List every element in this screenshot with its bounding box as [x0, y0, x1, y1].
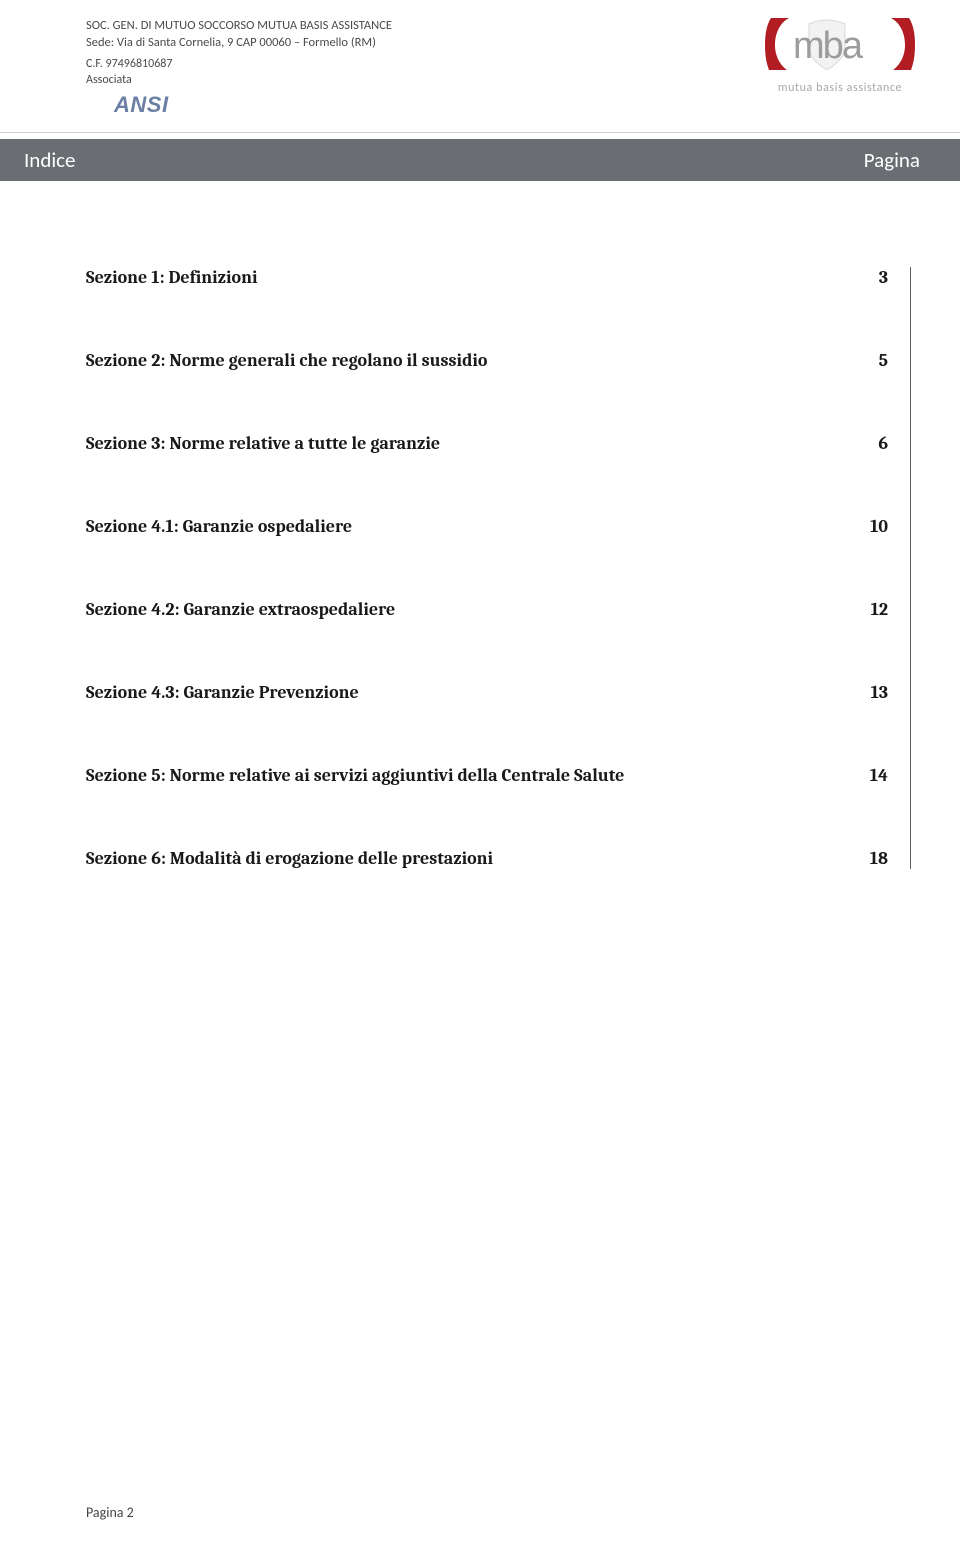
section-bar: Indice Pagina: [0, 139, 960, 181]
toc-row: Sezione 4.2: Garanzie extraospedaliere 12: [86, 599, 910, 620]
toc-row: Sezione 3: Norme relative a tutte le gar…: [86, 433, 910, 454]
page-footer: Pagina 2: [86, 1504, 134, 1521]
mba-logo-icon: mba: [765, 18, 915, 77]
svg-text:mba: mba: [793, 25, 864, 67]
toc-item-page: 13: [858, 682, 888, 703]
bar-right-label: Pagina: [864, 147, 920, 173]
toc-item-title: Sezione 2: Norme generali che regolano i…: [86, 350, 487, 371]
bar-left-label: Indice: [24, 147, 76, 173]
ansi-logo-text: ANSI: [114, 92, 169, 117]
toc-item-page: 18: [858, 848, 888, 869]
brand-logo-block: mba mutua basis assistance: [760, 18, 920, 95]
toc-item-page: 6: [858, 433, 888, 454]
toc-item-page: 5: [858, 350, 888, 371]
page-number: Pagina 2: [86, 1504, 134, 1521]
bar-top-rule: [0, 132, 960, 133]
toc-item-title: Sezione 4.2: Garanzie extraospedaliere: [86, 599, 395, 620]
toc-row: Sezione 4.3: Garanzie Prevenzione 13: [86, 682, 910, 703]
ansi-logo-wrap: ANSI: [86, 90, 392, 120]
org-address: Sede: Via di Santa Cornelia, 9 CAP 00060…: [86, 35, 392, 52]
toc-row: Sezione 2: Norme generali che regolano i…: [86, 350, 910, 371]
toc-row: Sezione 5: Norme relative ai servizi agg…: [86, 765, 910, 786]
mba-tagline: mutua basis assistance: [760, 81, 920, 95]
toc-item-page: 3: [858, 267, 888, 288]
org-associata: Associata: [86, 72, 392, 88]
document-page: SOC. GEN. DI MUTUO SOCCORSO MUTUA BASIS …: [0, 0, 960, 1551]
toc-item-title: Sezione 6: Modalità di erogazione delle …: [86, 848, 493, 869]
section-bar-wrap: Indice Pagina: [0, 132, 960, 181]
toc-row: Sezione 6: Modalità di erogazione delle …: [86, 848, 910, 869]
table-of-contents: Sezione 1: Definizioni 3 Sezione 2: Norme …: [86, 267, 911, 869]
toc-row: Sezione 1: Definizioni 3: [86, 267, 910, 288]
page-header: SOC. GEN. DI MUTUO SOCCORSO MUTUA BASIS …: [86, 18, 920, 120]
header-org-block: SOC. GEN. DI MUTUO SOCCORSO MUTUA BASIS …: [86, 18, 392, 120]
toc-item-title: Sezione 3: Norme relative a tutte le gar…: [86, 433, 440, 454]
org-cf: C.F. 97496810687: [86, 56, 392, 72]
toc-row: Sezione 4.1: Garanzie ospedaliere 10: [86, 516, 910, 537]
toc-item-page: 10: [858, 516, 888, 537]
toc-item-title: Sezione 4.1: Garanzie ospedaliere: [86, 516, 352, 537]
toc-item-page: 12: [858, 599, 888, 620]
toc-item-title: Sezione 4.3: Garanzie Prevenzione: [86, 682, 359, 703]
org-name: SOC. GEN. DI MUTUO SOCCORSO MUTUA BASIS …: [86, 18, 392, 35]
toc-item-page: 14: [858, 765, 888, 786]
toc-item-title: Sezione 5: Norme relative ai servizi agg…: [86, 765, 624, 786]
toc-item-title: Sezione 1: Definizioni: [86, 267, 258, 288]
